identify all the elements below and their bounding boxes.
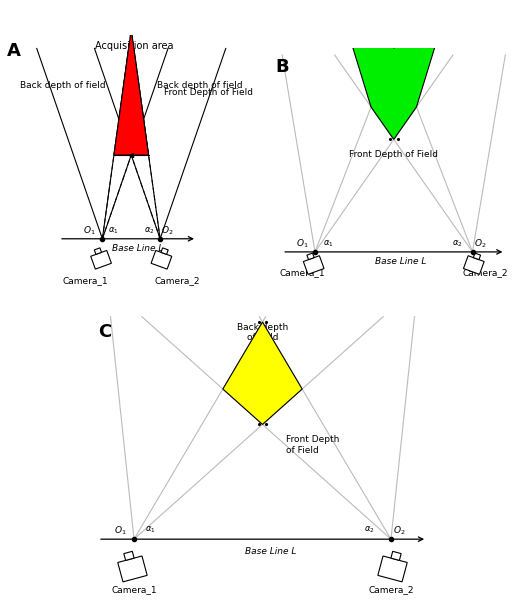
- Polygon shape: [94, 248, 101, 254]
- Text: $\alpha_1$: $\alpha_1$: [145, 524, 155, 535]
- Text: Camera_2: Camera_2: [154, 277, 200, 286]
- Text: B: B: [276, 58, 289, 76]
- Polygon shape: [118, 556, 147, 582]
- Text: Camera_1: Camera_1: [111, 586, 157, 595]
- Text: Back depth
of field: Back depth of field: [368, 55, 419, 74]
- Text: $O_1$: $O_1$: [113, 524, 126, 537]
- Text: Acquisition
area: Acquisition area: [234, 371, 291, 391]
- Polygon shape: [303, 256, 324, 274]
- Text: Camera_1: Camera_1: [279, 268, 324, 277]
- Polygon shape: [464, 256, 484, 274]
- Text: $O_1$: $O_1$: [296, 238, 309, 250]
- Text: $\alpha_1$: $\alpha_1$: [108, 225, 118, 236]
- Polygon shape: [124, 551, 134, 560]
- Text: $\alpha_2$: $\alpha_2$: [144, 225, 155, 236]
- Text: Base Line L: Base Line L: [245, 547, 296, 556]
- Polygon shape: [223, 322, 302, 424]
- Polygon shape: [161, 248, 168, 254]
- Polygon shape: [378, 556, 407, 582]
- Text: $O_1$: $O_1$: [83, 224, 96, 237]
- Polygon shape: [474, 253, 480, 260]
- Text: Back depth
of field: Back depth of field: [237, 323, 288, 343]
- Polygon shape: [307, 253, 314, 260]
- Text: $O_2$: $O_2$: [474, 238, 486, 250]
- Text: Front Depth of Field: Front Depth of Field: [349, 150, 438, 159]
- Text: Camera_2: Camera_2: [463, 268, 508, 277]
- Text: Front Depth of Field: Front Depth of Field: [164, 88, 253, 97]
- Text: A: A: [6, 42, 20, 60]
- Text: Back depth of field: Back depth of field: [20, 81, 106, 90]
- Text: C: C: [98, 323, 111, 341]
- Text: $\alpha_1$: $\alpha_1$: [323, 238, 333, 249]
- Polygon shape: [196, 0, 525, 139]
- Text: Front Depth
of Field: Front Depth of Field: [286, 436, 339, 455]
- Text: Camera_2: Camera_2: [368, 586, 414, 595]
- Text: Back depth of field: Back depth of field: [157, 81, 243, 90]
- Polygon shape: [114, 29, 149, 155]
- Text: Base Line L: Base Line L: [375, 257, 426, 266]
- Text: $O_2$: $O_2$: [393, 524, 405, 537]
- Text: Base Line L: Base Line L: [112, 244, 163, 253]
- Polygon shape: [91, 250, 111, 269]
- Text: $\alpha_2$: $\alpha_2$: [364, 524, 375, 535]
- Polygon shape: [391, 551, 401, 560]
- Text: $O_2$: $O_2$: [162, 224, 174, 237]
- Text: Acquisition area: Acquisition area: [94, 41, 173, 50]
- Polygon shape: [151, 250, 172, 269]
- Text: $\alpha_2$: $\alpha_2$: [452, 238, 462, 249]
- Text: Camera_1: Camera_1: [62, 277, 108, 286]
